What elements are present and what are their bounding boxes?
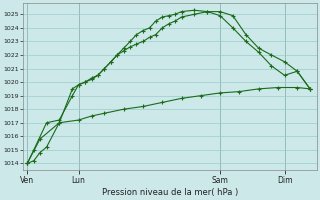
- X-axis label: Pression niveau de la mer( hPa ): Pression niveau de la mer( hPa ): [102, 188, 238, 197]
